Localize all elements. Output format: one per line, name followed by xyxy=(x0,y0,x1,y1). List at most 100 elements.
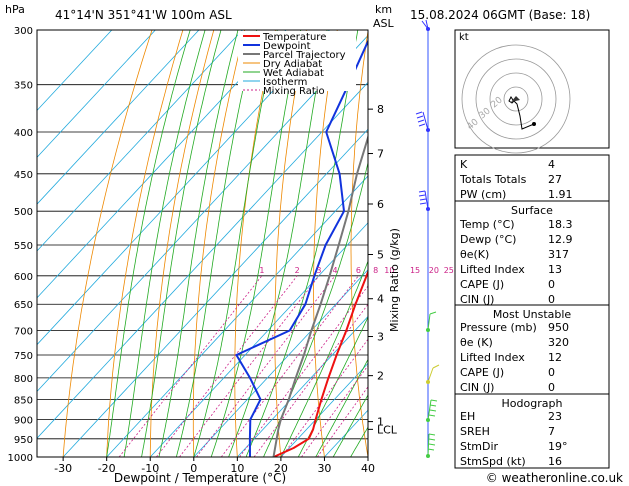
wet-adiabat-line xyxy=(245,30,359,457)
dry-adiabat-line xyxy=(149,30,215,457)
km-tick-label: 6 xyxy=(377,198,384,211)
isotherm-line xyxy=(62,128,368,457)
legend: Temperature Dewpoint Parcel Trajectory D… xyxy=(238,31,356,97)
mixing-ratio-line xyxy=(179,275,320,457)
dry-adiabat-line xyxy=(234,30,276,457)
index-row-label: StmSpd (kt) xyxy=(460,455,526,468)
wet-adiabat-line xyxy=(228,30,328,457)
isotherm-line xyxy=(37,30,200,205)
mixing-ratio-label: 15 xyxy=(410,266,420,275)
wet-adiabat-line xyxy=(315,358,368,457)
mixing-ratio-line xyxy=(196,275,336,457)
pressure-unit-label: hPa xyxy=(5,3,25,16)
index-row-value: 13 xyxy=(548,263,562,276)
wet-adiabat-line xyxy=(106,30,191,457)
pressure-tick-label: 850 xyxy=(14,395,33,406)
index-row-value: 0 xyxy=(548,381,555,394)
x-axis-label: Dewpoint / Temperature (°C) xyxy=(114,471,286,485)
index-row-value: 12.9 xyxy=(548,233,573,246)
index-row-value: 19° xyxy=(548,440,568,453)
surface-title: Surface xyxy=(511,204,553,217)
index-row-label: Pressure (mb) xyxy=(460,321,537,334)
pressure-tick-label: 700 xyxy=(14,327,33,338)
legend-parcel: Parcel Trajectory xyxy=(263,50,346,61)
isotherm-line xyxy=(37,30,243,252)
dry-adiabat-line xyxy=(423,30,456,457)
index-row-value: 12 xyxy=(548,351,562,364)
km-tick-label: 7 xyxy=(377,148,384,161)
pressure-tick-label: 600 xyxy=(14,272,33,283)
index-tt-label: Totals Totals xyxy=(459,173,527,186)
mixing-ratio-label: 20 xyxy=(429,266,439,275)
isotherm-line xyxy=(37,81,368,439)
hodograph-unit-label: kt xyxy=(459,32,469,43)
index-row-label: CAPE (J) xyxy=(460,278,504,291)
km-tick-label: 4 xyxy=(377,293,384,306)
mixing-ratio-line xyxy=(220,275,359,457)
km-tick-label: 5 xyxy=(377,249,384,262)
index-row-label: StmDir xyxy=(460,440,499,453)
mixing-ratio-label: 1 xyxy=(259,266,264,275)
pressure-tick-label: 350 xyxy=(14,81,33,92)
pressure-tick-label: 500 xyxy=(14,207,33,218)
temperature-tick-label: 30 xyxy=(317,462,331,475)
index-row-label: θe(K) xyxy=(460,248,489,261)
pressure-tick-label: 950 xyxy=(14,435,33,446)
wet-adiabat-line xyxy=(176,30,257,457)
hodograph-title: Hodograph xyxy=(502,397,563,410)
index-k-label: K xyxy=(460,158,468,171)
temperature-tick-label: -30 xyxy=(54,462,72,475)
index-row-label: EH xyxy=(460,410,475,423)
index-row-label: Temp (°C) xyxy=(459,218,515,231)
index-row-label: Lifted Index xyxy=(460,351,525,364)
wet-adiabat-line xyxy=(193,30,278,457)
series-line-dewpoint xyxy=(235,38,368,457)
most-unstable-title: Most Unstable xyxy=(493,308,572,321)
mixing-ratio-line xyxy=(156,275,298,457)
index-row-label: Dewp (°C) xyxy=(460,233,516,246)
isotherm-line xyxy=(193,269,368,457)
mixing-ratio-label: 6 xyxy=(356,266,361,275)
wet-adiabat-line xyxy=(297,316,368,457)
temperature-tick-label: -20 xyxy=(98,462,116,475)
index-row-value: 950 xyxy=(548,321,569,334)
index-tt-value: 27 xyxy=(548,173,562,186)
temperature-tick-label: -10 xyxy=(141,462,159,475)
index-row-value: 23 xyxy=(548,410,562,423)
index-row-label: CAPE (J) xyxy=(460,366,504,379)
pressure-tick-label: 400 xyxy=(14,128,33,139)
isotherm-line xyxy=(37,30,287,299)
dry-adiabat-line xyxy=(106,30,184,457)
pressure-tick-label: 1000 xyxy=(8,453,33,464)
wind-profile xyxy=(415,19,440,458)
km-unit-label: km xyxy=(375,3,392,16)
mixing-ratio-line xyxy=(301,364,368,457)
wet-adiabat-line xyxy=(123,30,206,457)
series-line-parcel-trajectory xyxy=(272,134,368,457)
mixing-ratio-label: 4 xyxy=(332,266,337,275)
pressure-tick-label: 450 xyxy=(14,170,33,181)
mixing-ratio-label: 10 xyxy=(384,266,394,275)
index-row-label: CIN (J) xyxy=(460,293,494,306)
index-row-label: SREH xyxy=(460,425,490,438)
datetime-label: 15.08.2024 06GMT (Base: 18) xyxy=(410,8,590,22)
isotherm-line xyxy=(237,315,368,457)
series-line-temperature xyxy=(273,269,368,457)
isotherm-line xyxy=(280,362,368,457)
hodograph-panel: kt 40 30 20 xyxy=(454,29,610,154)
legend-mixing-ratio: Mixing Ratio xyxy=(263,86,325,97)
index-row-label: CIN (J) xyxy=(460,381,494,394)
dry-adiabat-line xyxy=(62,30,153,457)
storm-motion-icon xyxy=(511,96,520,102)
isotherm-line xyxy=(37,30,156,158)
wet-adiabat-line xyxy=(141,30,222,457)
temperature-tick-label: 20 xyxy=(274,462,288,475)
isotherm-line xyxy=(37,30,113,112)
mixing-ratio-label: 3 xyxy=(316,266,321,275)
index-k-value: 4 xyxy=(548,158,555,171)
pressure-tick-label: 650 xyxy=(14,300,33,311)
dry-adiabat-line xyxy=(615,30,629,457)
wet-adiabat-line xyxy=(158,30,239,457)
km-tick-label: 1 xyxy=(377,416,384,429)
